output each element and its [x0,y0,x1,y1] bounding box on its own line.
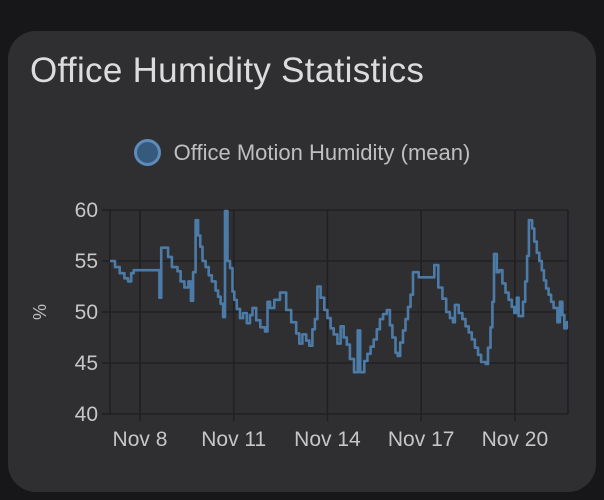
x-tick-label: Nov 8 [113,428,168,451]
y-tick-label: 45 [75,352,98,375]
series-legend-marker-icon [133,139,161,166]
legend-item[interactable]: Office Motion Humidity (mean) [8,139,596,166]
x-tick-label: Nov 11 [201,428,266,451]
y-tick-label: 50 [75,301,98,324]
humidity-series-line[interactable] [110,209,569,374]
x-tick-label: Nov 14 [294,428,361,451]
y-tick-label: 55 [75,250,98,273]
y-axis-label: % [30,304,50,320]
x-tick-label: Nov 17 [388,428,455,451]
x-tick-label: Nov 20 [482,428,549,451]
card-title: Office Humidity Statistics [30,51,425,90]
y-tick-label: 40 [75,403,98,426]
y-tick-label: 60 [75,199,98,222]
legend-label: Office Motion Humidity (mean) [173,139,471,165]
